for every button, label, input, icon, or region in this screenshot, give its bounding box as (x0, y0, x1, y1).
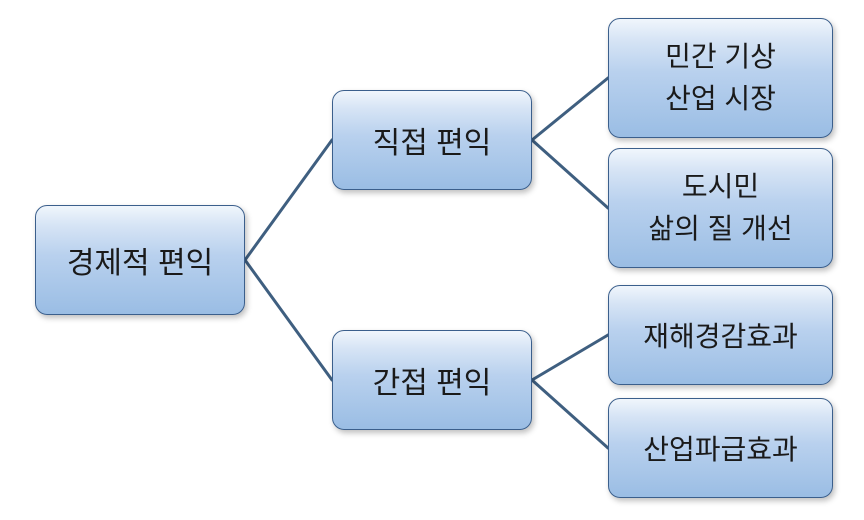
node-leaf-0-label: 민간 기상 산업 시장 (665, 36, 776, 120)
node-direct: 직접 편익 (332, 90, 532, 190)
node-leaf-0: 민간 기상 산업 시장 (608, 18, 833, 138)
node-leaf-2-label: 재해경감효과 (643, 315, 798, 355)
node-leaf-2: 재해경감효과 (608, 285, 833, 385)
node-leaf-3-label: 산업파급효과 (643, 428, 798, 468)
node-root-label: 경제적 편익 (67, 238, 213, 282)
node-indirect-label: 간접 편익 (373, 358, 492, 402)
node-leaf-3: 산업파급효과 (608, 398, 833, 498)
node-root: 경제적 편익 (35, 205, 245, 315)
node-direct-label: 직접 편익 (373, 118, 492, 162)
node-indirect: 간접 편익 (332, 330, 532, 430)
node-leaf-1-label: 도시민 삶의 질 개선 (648, 166, 792, 250)
node-leaf-1: 도시민 삶의 질 개선 (608, 148, 833, 268)
